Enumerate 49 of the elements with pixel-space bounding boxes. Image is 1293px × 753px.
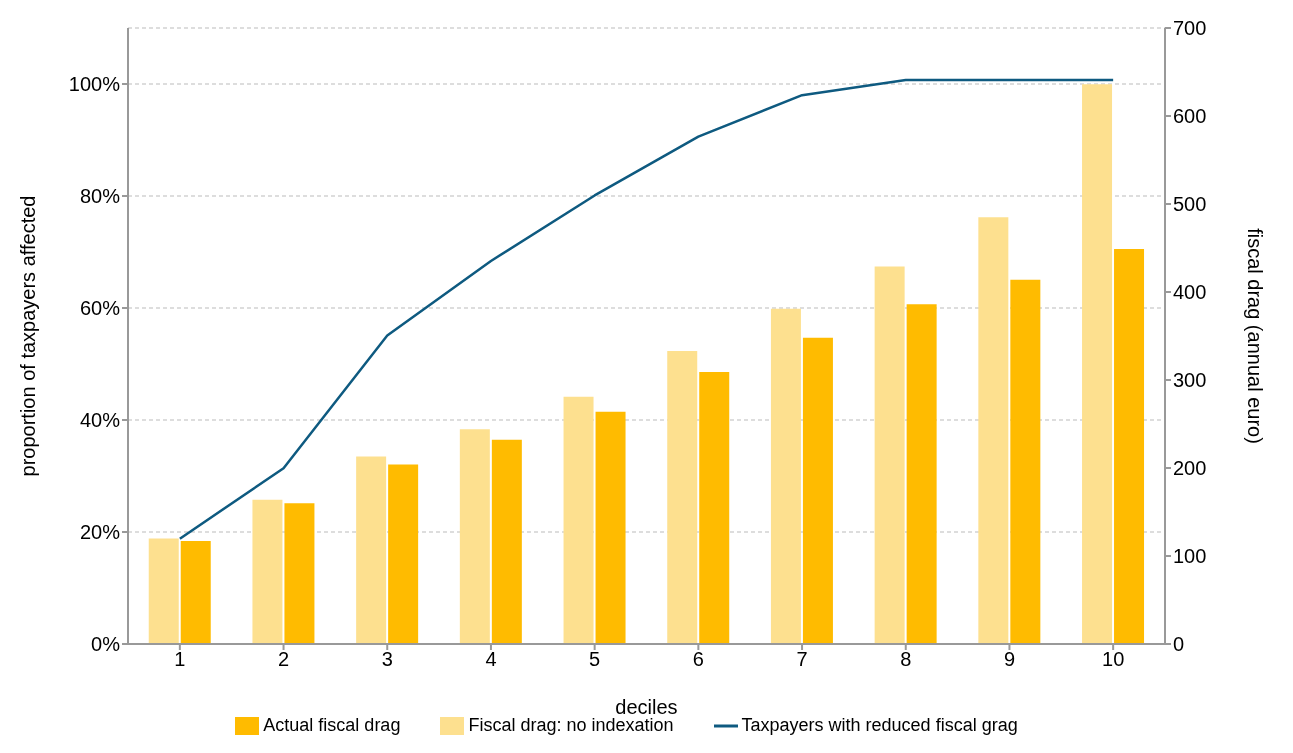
bar bbox=[802, 337, 833, 644]
y2-tick-label: 300 bbox=[1173, 369, 1207, 392]
bar bbox=[906, 304, 937, 644]
y2-tick-label: 600 bbox=[1173, 105, 1207, 128]
x-tick-label: 9 bbox=[1003, 648, 1016, 671]
y-tick-label: 60% bbox=[79, 297, 121, 320]
x-tick-label: 5 bbox=[589, 648, 601, 671]
y2-tick-label: 400 bbox=[1173, 281, 1207, 304]
x-tick-label: 4 bbox=[485, 648, 497, 671]
bar bbox=[770, 308, 801, 644]
bar bbox=[491, 439, 522, 644]
x-tick-label: 6 bbox=[692, 648, 704, 671]
y2-tick-label: 200 bbox=[1173, 457, 1207, 480]
bar bbox=[284, 503, 315, 644]
bar bbox=[388, 464, 419, 644]
y-tick-label: 40% bbox=[79, 409, 121, 432]
x-tick-label: 2 bbox=[277, 648, 290, 671]
bar bbox=[699, 372, 730, 644]
x-tick-label: 1 bbox=[174, 648, 186, 671]
y2-axis-title: fiscal drag (annual euro) bbox=[1243, 228, 1266, 444]
y-tick-label: 20% bbox=[79, 521, 121, 544]
bar bbox=[1114, 248, 1145, 644]
y2-tick-label: 100 bbox=[1173, 545, 1207, 568]
y-tick-label: 100% bbox=[68, 73, 121, 96]
y-axis-title: proportion of taxpayers affected bbox=[17, 195, 40, 477]
legend-label: Taxpayers with reduced fiscal grag bbox=[741, 714, 1018, 735]
y-tick-label: 0% bbox=[91, 633, 121, 656]
x-tick-label: 3 bbox=[381, 648, 393, 671]
bar bbox=[563, 396, 594, 644]
bar bbox=[667, 350, 698, 644]
bar bbox=[180, 541, 211, 644]
legend-label: Actual fiscal drag bbox=[263, 714, 401, 735]
bar bbox=[356, 456, 387, 644]
x-tick-label: 8 bbox=[900, 648, 912, 671]
y2-tick-label: 0 bbox=[1173, 633, 1185, 656]
bar bbox=[1010, 279, 1041, 644]
x-tick-label: 10 bbox=[1102, 648, 1125, 671]
bar bbox=[978, 217, 1009, 644]
bar bbox=[459, 429, 490, 644]
bar bbox=[148, 538, 179, 644]
bar bbox=[595, 411, 626, 644]
line-series bbox=[178, 78, 1115, 540]
x-tick-label: 7 bbox=[796, 648, 808, 671]
bar bbox=[1082, 84, 1113, 644]
bar bbox=[874, 266, 905, 644]
y2-tick-label: 700 bbox=[1173, 17, 1207, 40]
y2-tick-label: 500 bbox=[1173, 193, 1207, 216]
y-tick-label: 80% bbox=[79, 185, 121, 208]
bar bbox=[252, 499, 283, 644]
